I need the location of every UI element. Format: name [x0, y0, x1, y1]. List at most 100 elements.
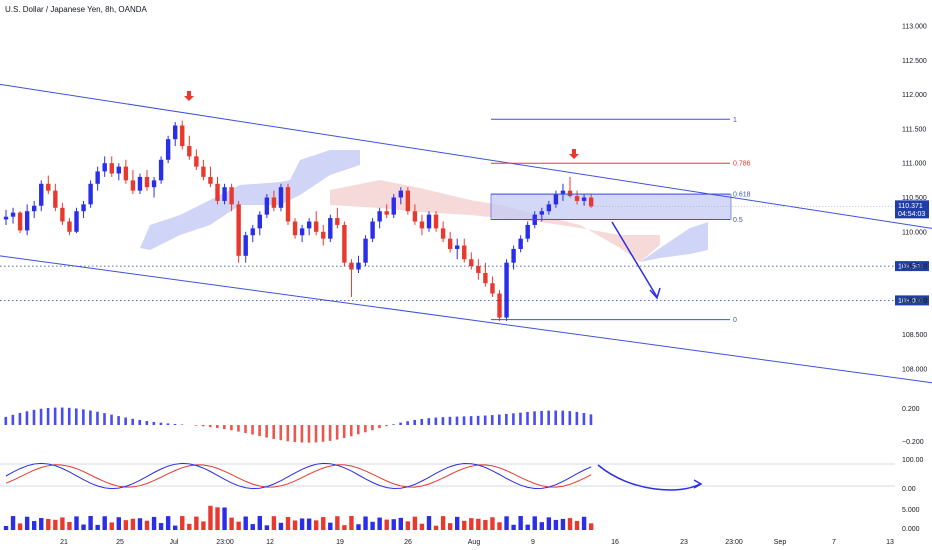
- volume-bar: [250, 524, 255, 530]
- fib-zone-box: [490, 193, 732, 220]
- channel-lower-line: [0, 255, 932, 384]
- candle: [525, 224, 530, 239]
- candle: [363, 238, 368, 263]
- time-tick-9: 9: [531, 539, 535, 546]
- candle: [391, 197, 396, 215]
- volume-bar: [158, 523, 164, 530]
- macd-bar: [194, 425, 198, 426]
- macd-bar: [505, 413, 508, 425]
- candle: [588, 197, 594, 207]
- macd-bar: [216, 425, 219, 428]
- price-tick-108.500: 108.500: [902, 332, 927, 339]
- macd-bar: [378, 425, 381, 429]
- macd-bar: [589, 414, 593, 425]
- candle: [222, 187, 227, 201]
- candle: [299, 228, 305, 236]
- volume-bar: [370, 521, 375, 530]
- macd-bar: [53, 407, 57, 425]
- volume-bar: [539, 522, 544, 530]
- macd-bar: [173, 423, 177, 425]
- macd-bar: [75, 408, 78, 425]
- volume-bar: [342, 525, 347, 530]
- down-arrow-aug-high: [569, 154, 579, 159]
- candle: [405, 190, 411, 212]
- volume-bar: [321, 517, 326, 530]
- candle: [201, 166, 206, 177]
- osc-projection-head: [693, 479, 703, 489]
- candle: [539, 211, 544, 215]
- time-tick-26: 26: [404, 539, 412, 546]
- macd-bar: [568, 411, 572, 425]
- volume-bar: [144, 520, 150, 530]
- time-tick-7: 7: [832, 539, 836, 546]
- macd-bar: [342, 425, 346, 439]
- candle: [187, 146, 192, 157]
- time-tick-19: 19: [336, 539, 344, 546]
- candle: [32, 205, 37, 212]
- volume-bar: [560, 518, 566, 530]
- macd-bar: [575, 411, 579, 425]
- candle: [560, 190, 566, 195]
- candle: [377, 211, 382, 222]
- macd-bar: [399, 422, 402, 425]
- macd-bar: [455, 416, 459, 425]
- volume-bar: [532, 516, 537, 530]
- macd-bar: [512, 413, 515, 425]
- volume-bar: [194, 516, 199, 530]
- volume-bar: [208, 505, 213, 530]
- osc-signal-line: [5, 464, 592, 488]
- projection-arrow-head: [649, 287, 661, 300]
- osc-tick-top: 100.00: [902, 457, 924, 464]
- candle: [3, 216, 9, 220]
- macd-bar: [152, 421, 156, 425]
- macd-bar: [533, 411, 536, 425]
- macd-bar: [483, 415, 487, 425]
- volume-bar: [483, 520, 488, 530]
- time-tick-23:00: 23:00: [725, 539, 743, 546]
- macd-bar: [561, 410, 565, 425]
- macd-bar: [540, 410, 543, 425]
- volume-bar: [180, 516, 185, 530]
- price-tick-111.500: 111.500: [902, 126, 926, 133]
- candle: [151, 180, 157, 188]
- volume-bar: [553, 519, 559, 530]
- macd-bar: [244, 425, 247, 434]
- macd-bar: [89, 410, 92, 425]
- volume-bar: [299, 518, 305, 530]
- candle: [39, 183, 44, 206]
- macd-bar: [420, 418, 424, 425]
- volume-bar: [236, 521, 241, 530]
- volume-bar: [109, 522, 114, 530]
- macd-bar: [441, 417, 445, 425]
- last-price-value: 110.371: [898, 203, 923, 210]
- price-tick-110.000: 110.000: [902, 229, 927, 236]
- fib-label-0: 0: [733, 317, 737, 324]
- volume-bar: [60, 517, 65, 530]
- level-tag-109.500: [895, 261, 929, 272]
- volume-bar: [511, 524, 516, 530]
- volume-bar: [419, 523, 425, 530]
- candle: [165, 139, 171, 160]
- volume-bar: [271, 516, 277, 530]
- candle: [511, 248, 516, 263]
- volume-bar: [95, 524, 100, 530]
- candle: [95, 171, 100, 184]
- level-tag-109.000: [895, 295, 929, 306]
- candle: [208, 176, 213, 184]
- volume-bar: [123, 520, 129, 530]
- candle: [67, 221, 72, 232]
- time-tick-23: 23: [680, 539, 688, 546]
- osc-main-line: [5, 462, 592, 490]
- volume-bar: [32, 521, 37, 530]
- candle: [123, 166, 129, 181]
- candle: [426, 214, 432, 229]
- level-tag-text-109.000: 109.000: [898, 298, 923, 305]
- macd-bar: [25, 411, 29, 425]
- osc-tick-bottom: 0.00: [902, 486, 916, 493]
- volume-bar: [497, 522, 502, 530]
- time-tick-21: 21: [60, 539, 68, 546]
- volume-bar: [328, 522, 333, 530]
- volume-tick-bottom: 0.000: [902, 526, 920, 533]
